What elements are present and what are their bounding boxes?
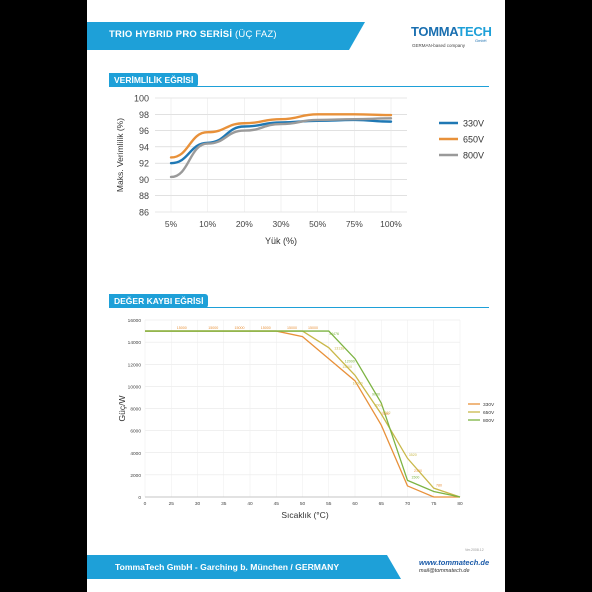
- data-label: 10000: [353, 381, 363, 385]
- footer-band: [87, 555, 387, 579]
- y-tick-label: 12000: [128, 362, 142, 368]
- y-axis-label: Güç/W: [117, 396, 127, 422]
- brand-logo: TOMMATECH GmbH GERMAN-based company: [411, 24, 492, 48]
- x-tick-label: 75: [431, 501, 437, 507]
- y-tick-label: 2000: [130, 473, 141, 479]
- legend-label: 800V: [483, 418, 495, 424]
- efficiency-section-title: VERİMLİLİK EĞRİSİ: [109, 73, 199, 87]
- derating-section-title: DEĞER KAYBI EĞRİSİ: [109, 294, 209, 308]
- x-tick-label: 55: [326, 501, 332, 507]
- x-tick-label: 70: [405, 501, 411, 507]
- x-tick-label: 75%: [346, 219, 363, 229]
- y-tick-label: 100: [134, 94, 149, 104]
- derating-chart: 0 2000 4000 6000 8000 10000 12000 14000 16000 0 25…: [117, 318, 495, 520]
- x-tick-label: 30%: [272, 219, 289, 229]
- x-tick-label: 30: [195, 501, 201, 507]
- efficiency-series-line: [169, 113, 393, 159]
- derating-series-line: [145, 330, 460, 498]
- y-tick-label: 16000: [128, 318, 142, 324]
- legend-label: 330V: [463, 119, 484, 129]
- data-label: 3520: [409, 453, 417, 457]
- footer-email-link[interactable]: mail@tommatech.de: [419, 568, 470, 574]
- y-tick-label: 88: [139, 191, 149, 201]
- legend-label: 650V: [483, 410, 495, 416]
- x-tick-label: 100%: [380, 219, 402, 229]
- x-tick-label: 40: [247, 501, 253, 507]
- x-tick-label: 80: [457, 501, 463, 507]
- x-axis-label: Yük (%): [265, 236, 297, 246]
- document-title: TRIO HYBRID PRO SERİSİ (ÜÇ FAZ): [109, 29, 277, 40]
- x-tick-label: 20%: [236, 219, 253, 229]
- y-tick-label: 90: [139, 175, 149, 185]
- y-tick-label: 6000: [130, 429, 141, 435]
- y-tick-label: 8000: [130, 407, 141, 413]
- version-label: Ver.2008.12: [465, 548, 484, 552]
- y-tick-label: 10000: [128, 384, 142, 390]
- data-label: 13138: [334, 347, 344, 351]
- data-label: 15000: [208, 326, 218, 330]
- derating-series-line: [145, 330, 461, 498]
- legend-label: 330V: [483, 402, 495, 408]
- data-label: 15000: [235, 326, 245, 330]
- y-tick-label: 98: [139, 110, 149, 120]
- data-label: 11500: [342, 365, 352, 369]
- data-label: 15000: [308, 326, 318, 330]
- y-tick-label: 92: [139, 159, 149, 169]
- efficiency-series-line: [169, 117, 393, 179]
- x-tick-label: 5%: [165, 219, 178, 229]
- data-label: 780: [436, 483, 442, 487]
- data-label: 14476: [329, 332, 339, 336]
- data-label: 12000: [345, 359, 355, 363]
- x-tick-label: 60: [352, 501, 358, 507]
- footer-website-link[interactable]: www.tommatech.de: [419, 558, 490, 567]
- data-label: 15000: [177, 326, 187, 330]
- efficiency-chart: 86 88 90 92 94 96 98 100 5% 10% 20% 30% 50% 75% 100% Yü…: [115, 94, 484, 247]
- x-tick-label: 0: [144, 501, 147, 507]
- legend-label: 650V: [463, 135, 484, 145]
- data-label: 15000: [287, 326, 297, 330]
- footer-company: TommaTech GmbH - Garching b. München / G…: [115, 562, 340, 572]
- x-tick-label: 50%: [309, 219, 326, 229]
- y-tick-label: 0: [138, 495, 141, 501]
- y-tick-label: 94: [139, 142, 149, 152]
- x-tick-label: 50: [300, 501, 306, 507]
- data-label: 9000: [372, 392, 380, 396]
- x-tick-label: 65: [379, 501, 385, 507]
- x-tick-label: 35: [221, 501, 227, 507]
- x-tick-label: 10%: [199, 219, 216, 229]
- data-label: 8000: [375, 404, 383, 408]
- data-label: 15000: [261, 326, 271, 330]
- data-label: 1500: [411, 475, 419, 479]
- x-tick-label: 45: [274, 501, 280, 507]
- data-label: 7312: [383, 411, 391, 415]
- x-tick-label: 25: [169, 501, 175, 507]
- x-axis-label: Sıcaklık (°C): [281, 510, 328, 520]
- data-label: 7250: [381, 412, 389, 416]
- y-tick-label: 14000: [128, 340, 142, 346]
- y-tick-label: 4000: [130, 451, 141, 457]
- derating-series-line: [145, 330, 461, 498]
- data-label: 2100: [414, 469, 422, 473]
- y-axis-label: Maks. Verimlilik (%): [115, 118, 125, 192]
- datasheet-page: TRIO HYBRID PRO SERİSİ (ÜÇ FAZ) TOMMATEC…: [87, 0, 505, 592]
- legend-label: 800V: [463, 151, 484, 161]
- y-tick-label: 86: [139, 208, 149, 218]
- y-tick-label: 96: [139, 126, 149, 136]
